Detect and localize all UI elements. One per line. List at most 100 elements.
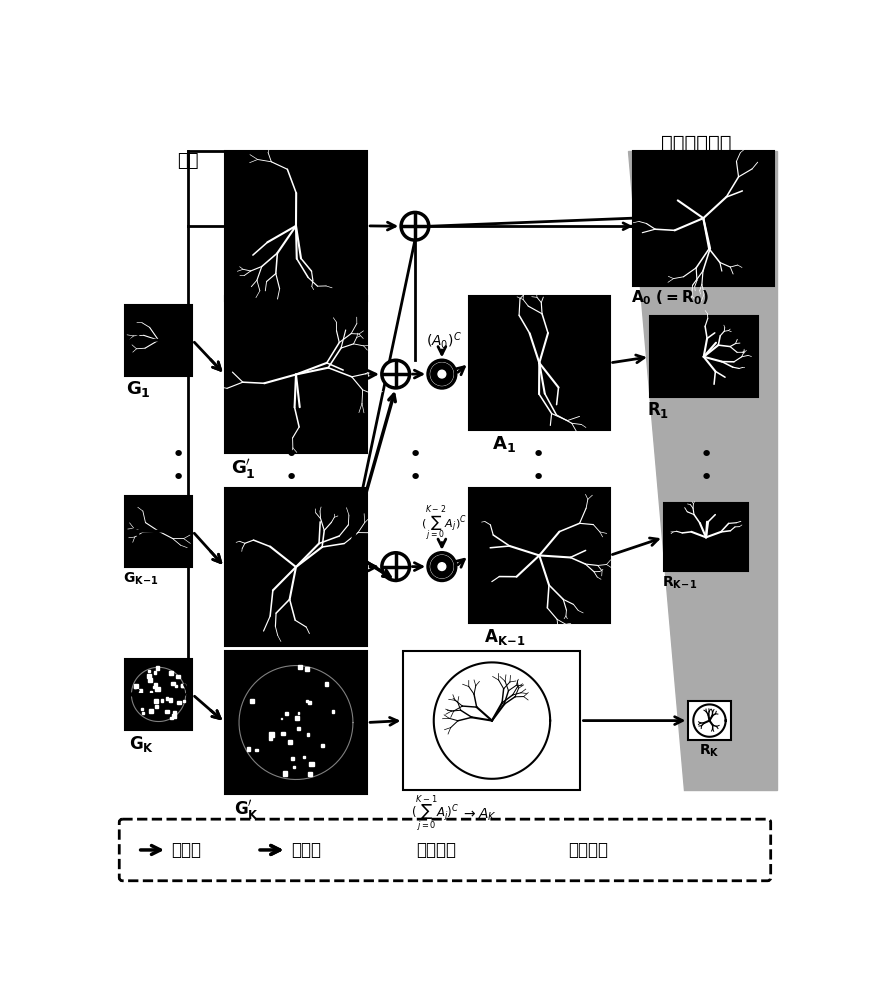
Text: $\mathbf{G_{K\!-\!1}'}$: $\mathbf{G_{K\!-\!1}'}$	[229, 650, 268, 671]
Bar	[303, 756, 305, 758]
Circle shape	[438, 370, 446, 378]
Bar	[149, 709, 153, 713]
Polygon shape	[434, 662, 550, 779]
Text: $\mathbf{G_{K\!-\!1}}$: $\mathbf{G_{K\!-\!1}}$	[123, 570, 159, 587]
Bar	[124, 305, 192, 376]
Text: $\mathbf{G_1}$: $\mathbf{G_1}$	[126, 379, 151, 399]
Bar	[469, 488, 610, 623]
Bar	[173, 711, 176, 714]
Text: •
•: • •	[532, 445, 545, 488]
Text: $\mathbf{R_1}$: $\mathbf{R_1}$	[647, 400, 669, 420]
Text: $\mathbf{R_{K\!-\!1}}$: $\mathbf{R_{K\!-\!1}}$	[662, 574, 697, 591]
Bar	[154, 699, 158, 703]
Circle shape	[381, 360, 409, 388]
Bar	[633, 151, 773, 286]
Text: $(A_0)^C$: $(A_0)^C$	[426, 330, 461, 351]
Bar	[688, 701, 731, 740]
Text: 哈达玛积: 哈达玛积	[568, 841, 608, 859]
Bar	[150, 691, 152, 693]
Bar	[154, 683, 156, 686]
Text: 上采样: 上采样	[291, 841, 321, 859]
Bar	[309, 762, 314, 766]
Text: 标签: 标签	[177, 152, 198, 170]
Bar	[225, 151, 368, 301]
Bar	[156, 705, 158, 708]
Circle shape	[428, 360, 455, 388]
Text: 异或运算: 异或运算	[415, 841, 455, 859]
Bar	[255, 749, 258, 751]
Text: $\mathbf{A_1}$: $\mathbf{A_1}$	[492, 434, 516, 454]
Text: 下采样: 下采样	[172, 841, 202, 859]
Bar	[134, 686, 136, 688]
Bar	[225, 651, 368, 794]
Bar	[154, 671, 156, 674]
Bar	[156, 687, 160, 691]
Bar	[307, 700, 308, 702]
Bar	[288, 740, 292, 744]
Bar	[295, 716, 299, 720]
Bar	[165, 710, 169, 713]
Text: $\mathbf{A_0\ (=R_0)}$: $\mathbf{A_0\ (=R_0)}$	[631, 289, 709, 307]
Bar	[169, 699, 171, 701]
Text: $\mathbf{G_1'}$: $\mathbf{G_1'}$	[231, 457, 255, 481]
Circle shape	[428, 553, 455, 580]
Bar	[134, 684, 138, 688]
Bar	[124, 496, 192, 567]
Circle shape	[438, 563, 446, 570]
Bar	[124, 659, 192, 730]
Bar	[282, 732, 285, 735]
Bar	[325, 682, 328, 686]
Bar	[141, 708, 143, 710]
Bar	[156, 666, 159, 670]
Polygon shape	[628, 151, 777, 790]
Text: •
•: • •	[285, 445, 298, 488]
Bar	[148, 678, 152, 682]
Bar	[298, 665, 302, 669]
Bar	[308, 701, 311, 704]
Bar	[469, 296, 610, 430]
Bar	[169, 671, 173, 675]
Bar	[172, 714, 176, 718]
Bar	[225, 296, 368, 453]
Bar	[269, 732, 274, 737]
Circle shape	[542, 839, 564, 861]
Bar	[291, 757, 294, 760]
Bar	[147, 674, 150, 678]
Bar	[176, 675, 180, 678]
Bar	[283, 771, 288, 776]
Text: $\mathbf{A_{K\!-\!1}}$: $\mathbf{A_{K\!-\!1}}$	[484, 627, 526, 647]
Text: $\mathbf{G_K}$: $\mathbf{G_K}$	[129, 734, 154, 754]
Circle shape	[550, 847, 556, 853]
Bar	[298, 712, 300, 714]
Bar	[308, 772, 312, 776]
Text: •
•: • •	[408, 445, 421, 488]
Bar	[650, 316, 758, 397]
Bar	[161, 699, 163, 702]
Circle shape	[381, 553, 409, 580]
Bar	[247, 747, 250, 751]
Text: •
•: • •	[172, 445, 185, 488]
Circle shape	[389, 839, 411, 861]
Bar	[305, 667, 308, 671]
Bar	[139, 689, 143, 693]
Text: $\mathbf{G_K'}$: $\mathbf{G_K'}$	[234, 798, 259, 822]
Bar	[182, 684, 184, 687]
FancyBboxPatch shape	[119, 819, 771, 881]
Bar	[269, 737, 272, 740]
Bar	[169, 698, 172, 702]
Bar	[142, 712, 144, 714]
Bar	[166, 697, 169, 700]
Bar	[175, 685, 177, 687]
Bar	[177, 701, 181, 704]
Bar	[169, 717, 173, 719]
Bar	[322, 744, 324, 747]
Bar	[171, 682, 175, 685]
Bar	[307, 733, 309, 736]
Text: $(\sum_{j=0}^{K-2} A_j)^C$: $(\sum_{j=0}^{K-2} A_j)^C$	[421, 504, 467, 544]
Bar	[297, 727, 300, 730]
Bar	[250, 699, 254, 703]
Text: $\rightarrow A_K$: $\rightarrow A_K$	[461, 807, 497, 823]
Text: $\mathbf{G_0}$: $\mathbf{G_0}$	[231, 305, 256, 325]
Bar	[281, 718, 282, 719]
Polygon shape	[693, 704, 726, 737]
